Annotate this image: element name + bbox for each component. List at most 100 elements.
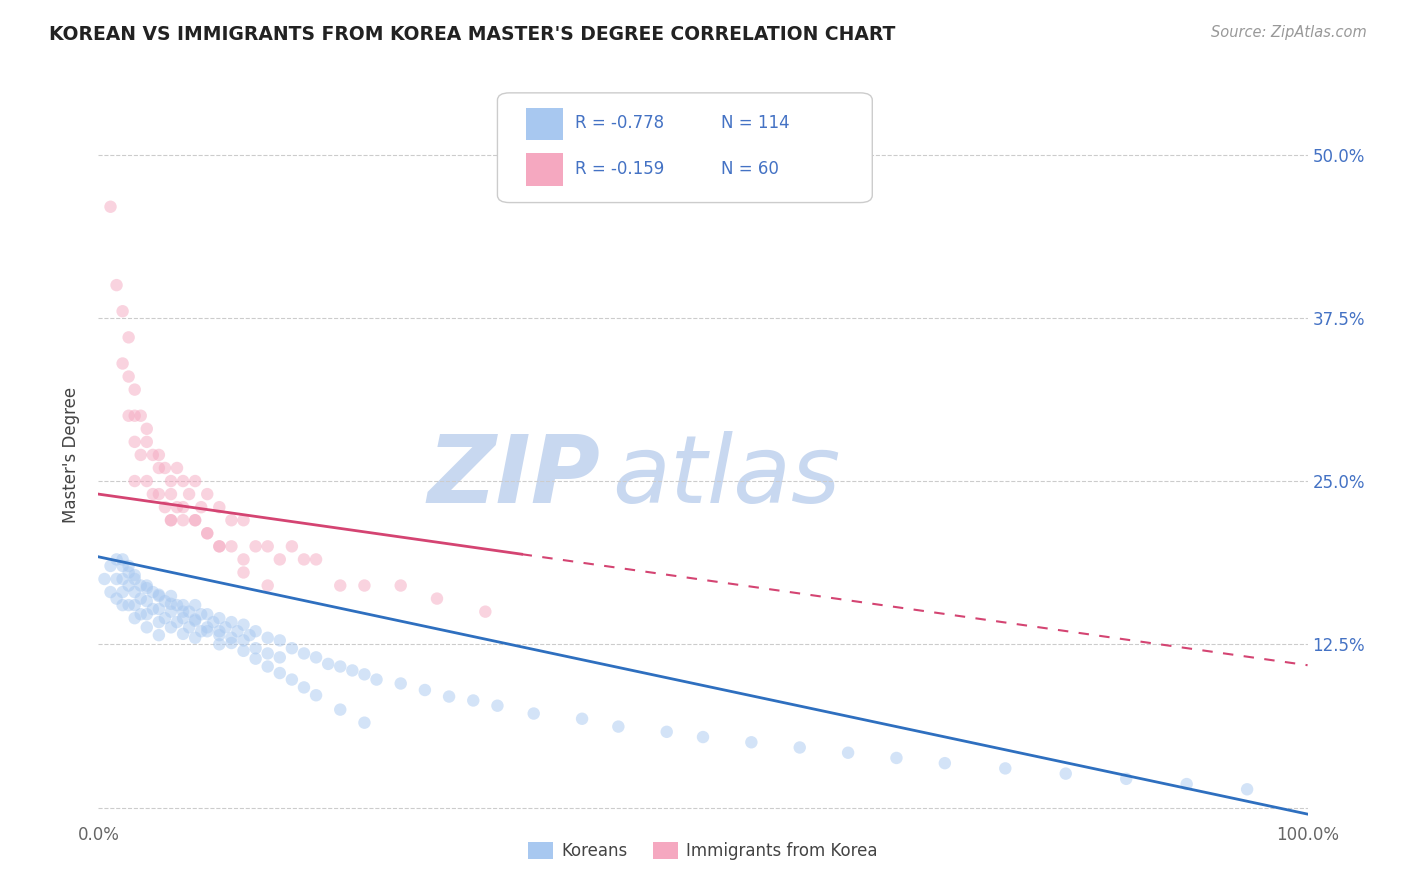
- Point: [789, 740, 811, 755]
- Point: [208, 539, 231, 553]
- Point: [994, 761, 1017, 775]
- Point: [316, 657, 339, 671]
- Point: [153, 594, 176, 608]
- Point: [195, 620, 218, 634]
- Point: [366, 673, 388, 687]
- Point: [269, 633, 291, 648]
- Point: [437, 690, 460, 704]
- Point: [124, 474, 146, 488]
- Point: [474, 605, 496, 619]
- Point: [172, 474, 194, 488]
- Point: [142, 585, 165, 599]
- Point: [166, 500, 188, 515]
- Point: [148, 448, 170, 462]
- Point: [353, 667, 375, 681]
- Point: [100, 558, 122, 573]
- Point: [245, 624, 267, 639]
- Point: [153, 611, 176, 625]
- Point: [281, 539, 304, 553]
- Point: [1175, 777, 1198, 791]
- Point: [124, 434, 146, 449]
- Point: [256, 539, 278, 553]
- Point: [1054, 766, 1077, 780]
- Point: [413, 683, 436, 698]
- Point: [124, 585, 146, 599]
- Point: [184, 613, 207, 627]
- Point: [135, 434, 157, 449]
- Point: [389, 578, 412, 592]
- Point: [221, 513, 243, 527]
- Point: [118, 566, 141, 580]
- Point: [837, 746, 859, 760]
- Point: [232, 513, 254, 527]
- Point: [523, 706, 546, 721]
- Point: [129, 607, 152, 622]
- Point: [195, 607, 218, 622]
- Point: [129, 578, 152, 592]
- Point: [166, 461, 188, 475]
- Point: [129, 591, 152, 606]
- Point: [111, 356, 134, 371]
- Point: [607, 720, 630, 734]
- Text: N = 114: N = 114: [721, 114, 790, 133]
- Point: [148, 487, 170, 501]
- Point: [232, 566, 254, 580]
- Point: [148, 461, 170, 475]
- Point: [292, 552, 315, 566]
- Point: [281, 673, 304, 687]
- Point: [142, 487, 165, 501]
- Point: [232, 633, 254, 648]
- Point: [142, 448, 165, 462]
- Point: [1115, 772, 1137, 786]
- Point: [184, 614, 207, 628]
- Point: [184, 513, 207, 527]
- Point: [118, 330, 141, 344]
- Point: [111, 572, 134, 586]
- Point: [281, 641, 304, 656]
- Point: [329, 659, 352, 673]
- Point: [886, 751, 908, 765]
- Point: [292, 647, 315, 661]
- Bar: [526, 108, 562, 140]
- Point: [190, 500, 212, 515]
- Point: [256, 659, 278, 673]
- Point: [190, 624, 212, 639]
- Point: [93, 572, 115, 586]
- Point: [208, 611, 231, 625]
- Point: [329, 578, 352, 592]
- Point: [269, 552, 291, 566]
- Text: R = -0.159: R = -0.159: [575, 160, 664, 178]
- Point: [934, 756, 956, 771]
- Point: [105, 552, 128, 566]
- Point: [172, 627, 194, 641]
- Point: [105, 278, 128, 293]
- Point: [292, 681, 315, 695]
- Point: [172, 611, 194, 625]
- Point: [118, 369, 141, 384]
- Point: [208, 500, 231, 515]
- Point: [245, 641, 267, 656]
- Point: [160, 589, 183, 603]
- Point: [655, 724, 678, 739]
- Point: [148, 615, 170, 629]
- Point: [111, 304, 134, 318]
- Point: [245, 539, 267, 553]
- Point: [226, 624, 249, 639]
- Point: [353, 578, 375, 592]
- Point: [208, 637, 231, 651]
- Point: [160, 597, 183, 611]
- Point: [179, 620, 201, 634]
- Point: [160, 620, 183, 634]
- Point: [208, 628, 231, 642]
- Point: [329, 703, 352, 717]
- Point: [232, 617, 254, 632]
- Point: [208, 624, 231, 639]
- Point: [172, 500, 194, 515]
- Text: ZIP: ZIP: [427, 431, 600, 523]
- Point: [256, 578, 278, 592]
- Text: R = -0.778: R = -0.778: [575, 114, 664, 133]
- Point: [692, 730, 714, 744]
- Point: [256, 631, 278, 645]
- Point: [160, 513, 183, 527]
- Point: [111, 558, 134, 573]
